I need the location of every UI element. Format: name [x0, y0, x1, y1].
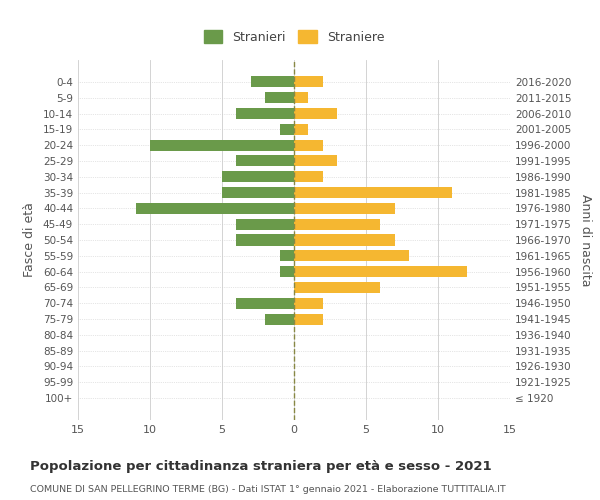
Bar — [294, 250, 409, 262]
Bar — [294, 218, 380, 230]
Y-axis label: Fasce di età: Fasce di età — [23, 202, 36, 278]
Bar — [222, 187, 294, 198]
Bar — [280, 124, 294, 135]
Bar — [136, 203, 294, 214]
Bar — [280, 266, 294, 277]
Bar — [150, 140, 294, 150]
Y-axis label: Anni di nascita: Anni di nascita — [578, 194, 592, 286]
Bar — [236, 156, 294, 166]
Bar — [251, 76, 294, 88]
Bar — [294, 140, 323, 150]
Bar — [236, 218, 294, 230]
Bar — [294, 171, 323, 182]
Bar — [294, 108, 337, 119]
Bar — [236, 108, 294, 119]
Bar — [294, 156, 337, 166]
Bar — [294, 234, 395, 246]
Bar — [294, 314, 323, 324]
Legend: Stranieri, Straniere: Stranieri, Straniere — [200, 26, 388, 48]
Bar — [280, 250, 294, 262]
Text: COMUNE DI SAN PELLEGRINO TERME (BG) - Dati ISTAT 1° gennaio 2021 - Elaborazione : COMUNE DI SAN PELLEGRINO TERME (BG) - Da… — [30, 485, 506, 494]
Bar — [294, 298, 323, 309]
Bar — [294, 92, 308, 103]
Bar — [294, 124, 308, 135]
Bar — [265, 314, 294, 324]
Bar — [294, 203, 395, 214]
Bar — [222, 171, 294, 182]
Bar — [265, 92, 294, 103]
Bar — [236, 234, 294, 246]
Bar — [294, 187, 452, 198]
Bar — [294, 282, 380, 293]
Bar — [236, 298, 294, 309]
Bar — [294, 76, 323, 88]
Bar — [294, 266, 467, 277]
Text: Popolazione per cittadinanza straniera per età e sesso - 2021: Popolazione per cittadinanza straniera p… — [30, 460, 491, 473]
